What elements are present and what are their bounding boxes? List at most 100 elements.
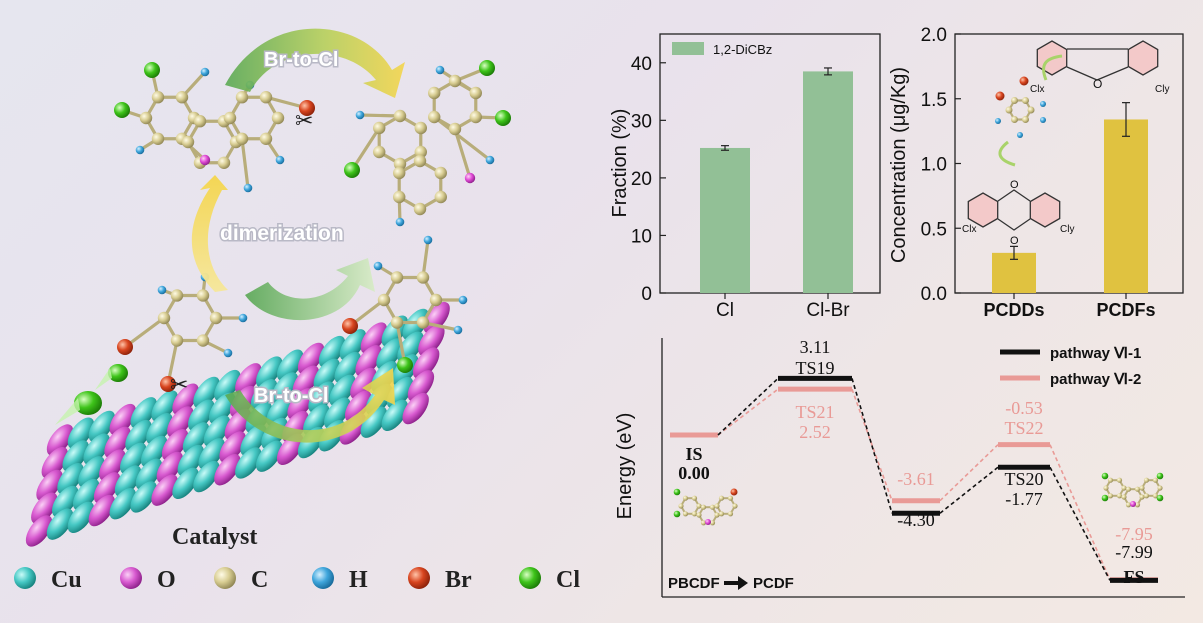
- scissors-icon: ✂: [295, 108, 313, 133]
- legend-sphere-o: [120, 567, 142, 589]
- atom-c: [434, 166, 447, 180]
- energy-label-ts19: 3.11: [800, 337, 831, 357]
- atom-c: [1134, 502, 1141, 508]
- top-arc-arrow: [225, 28, 405, 98]
- bottom-arc-arrow: [225, 368, 395, 443]
- atom-c: [223, 111, 237, 125]
- bond: [453, 127, 472, 180]
- surface-atom-o: [167, 406, 194, 438]
- atom-c: [235, 91, 249, 104]
- surface-atom-cu: [182, 422, 210, 454]
- surface-atom-cu: [62, 440, 89, 472]
- surface-atom-o: [287, 388, 314, 420]
- atom-c: [448, 122, 462, 136]
- atom-c: [1134, 486, 1141, 492]
- inset-furan-ring-right: [1127, 40, 1159, 76]
- surface-atom-o: [407, 370, 435, 402]
- atom-c: [718, 495, 725, 501]
- energy-label-ts20: -1.77: [1005, 489, 1043, 509]
- atom-cl: [479, 60, 495, 76]
- atom-c: [1152, 493, 1159, 499]
- surface-atom-o: [104, 426, 131, 459]
- atom-c: [691, 511, 698, 517]
- surface-atom-o: [36, 469, 63, 502]
- surface-atom-o: [161, 428, 189, 461]
- atom-br: [730, 488, 738, 496]
- legend-label: 1,2-DiCBz: [713, 42, 772, 57]
- atom-c: [1139, 494, 1145, 500]
- atom-c: [151, 91, 165, 104]
- atom-cl: [397, 357, 413, 373]
- surface-atom-cu: [214, 369, 241, 402]
- atom-c: [1005, 106, 1013, 114]
- reaction-label-from: PBCDF: [668, 575, 720, 592]
- bond: [432, 115, 492, 162]
- atom-c: [732, 503, 738, 509]
- atom-c: [727, 495, 734, 501]
- atom-c: [727, 511, 734, 517]
- legend-label-pathway2: pathway Ⅵ-2: [1050, 371, 1141, 388]
- surface-atom-cu: [376, 338, 403, 370]
- surface-atom-o: [41, 447, 68, 479]
- atom-h: [275, 155, 285, 165]
- atom-c: [469, 110, 482, 124]
- surface-atom-cu: [203, 415, 231, 447]
- surface-atom-cu: [125, 419, 152, 452]
- inset-oxygen-label: O: [1093, 77, 1102, 91]
- legend-sphere-br: [408, 567, 430, 589]
- legend-label-o: O: [157, 567, 176, 593]
- surface-atom-cu: [109, 488, 136, 520]
- atom-c: [413, 202, 427, 216]
- atom-c: [157, 311, 171, 325]
- atom-c: [700, 504, 707, 510]
- atom-cl: [344, 162, 360, 178]
- atom-c: [413, 154, 427, 168]
- inset-arrow-down: [998, 140, 1016, 167]
- surface-atom-cu: [276, 349, 304, 381]
- atom-h: [435, 65, 445, 75]
- atom-cl: [1101, 472, 1109, 480]
- atom-h: [995, 118, 1001, 124]
- surface-atom-o: [25, 515, 53, 547]
- fraction-bar-chart: 0 10 20 30 40 Cl Cl-Br Fraction (%) 1,2-DiCBz: [609, 33, 881, 321]
- atom-c: [1125, 502, 1132, 508]
- surface-atom-o: [46, 424, 74, 456]
- surface-atom-cu: [250, 379, 278, 411]
- concentration-bar-chart: 0.0 0.5 1.0 1.5 2.0 PCDDs PCDFs Concentration (…: [888, 25, 1184, 320]
- surface-atom-o: [355, 345, 382, 377]
- atom-c: [709, 504, 716, 510]
- plot-frame: [659, 33, 881, 294]
- atom-c: [678, 503, 684, 509]
- surface-atom-o: [151, 474, 178, 506]
- atom-h: [238, 313, 248, 323]
- atom-c: [1116, 493, 1123, 499]
- inset-furan-bridge: [1066, 48, 1129, 81]
- atom-c: [393, 190, 406, 204]
- atom-c: [1107, 493, 1114, 499]
- energy-label-int1: -4.30: [897, 510, 935, 530]
- surface-atom-cu: [313, 358, 340, 391]
- atom-c: [390, 316, 404, 329]
- surface-atom-o: [344, 390, 372, 422]
- atom-cl: [144, 62, 160, 78]
- inset-oxygen-label: O: [1010, 179, 1019, 191]
- surface-atom-cu: [360, 406, 388, 438]
- legend-label-cl: Cl: [556, 567, 580, 593]
- atom-h: [458, 295, 468, 305]
- atom-c: [170, 334, 184, 347]
- legend-label-br: Br: [445, 567, 472, 593]
- atom-c: [1011, 116, 1018, 124]
- bond: [240, 137, 250, 190]
- surface-atom-cu: [188, 399, 215, 431]
- atom-c: [1157, 485, 1163, 491]
- surface-atom-cu: [193, 376, 220, 409]
- surface-atom-cu: [235, 447, 262, 479]
- bond: [123, 316, 166, 349]
- surface-atom-o: [350, 367, 377, 400]
- surface-atom-o: [99, 449, 126, 481]
- atom-c: [1107, 477, 1114, 483]
- atom-c: [393, 166, 406, 180]
- y-tick-label: 10: [631, 226, 652, 247]
- surface-atom-cu: [135, 458, 163, 490]
